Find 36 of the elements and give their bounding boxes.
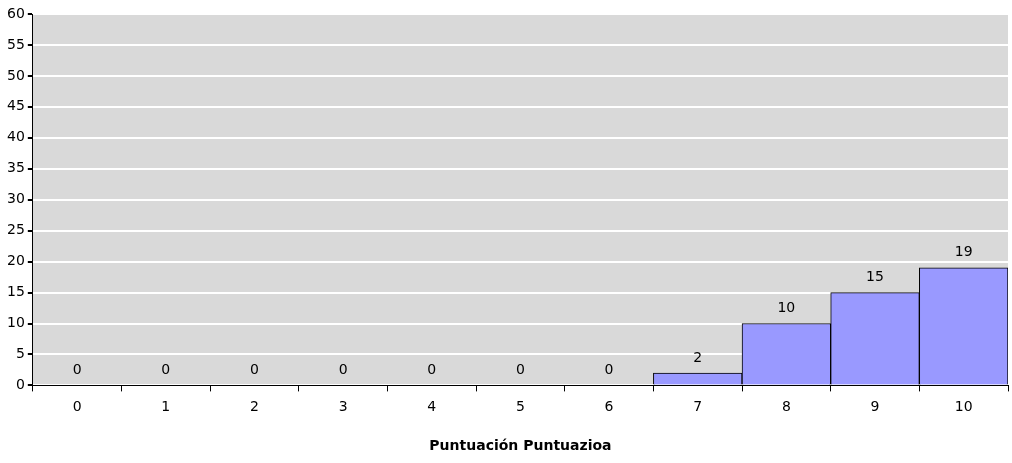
x-tick-label: 0 [72, 398, 82, 415]
y-tick-label: 30 [6, 190, 25, 207]
data-label: 2 [693, 348, 703, 365]
y-tick-label: 0 [15, 376, 25, 393]
x-tick-label: 7 [693, 398, 703, 415]
x-axis-title: Puntuación Puntuazioa [429, 437, 612, 454]
data-label: 0 [515, 361, 525, 378]
x-tick-label: 1 [161, 398, 171, 415]
data-label: 0 [72, 361, 82, 378]
y-tick-label: 20 [6, 252, 25, 269]
x-tick-label: 5 [515, 398, 525, 415]
y-tick-label: 25 [6, 221, 25, 238]
data-label: 10 [777, 299, 796, 316]
x-tick-label: 3 [338, 398, 348, 415]
y-tick-label: 45 [6, 97, 25, 114]
y-tick-label: 5 [15, 345, 25, 362]
data-label: 15 [866, 268, 884, 285]
data-label: 0 [427, 361, 437, 378]
x-tick-label: 6 [604, 398, 614, 415]
y-tick-label: 10 [6, 314, 25, 331]
x-tick-label: 10 [954, 398, 973, 415]
data-label: 0 [604, 361, 614, 378]
y-tick-label: 35 [6, 159, 25, 176]
y-tick-label: 55 [6, 35, 25, 52]
data-label: 0 [161, 361, 171, 378]
data-label: 0 [249, 361, 259, 378]
data-label: 19 [954, 243, 973, 260]
x-tick-label: 4 [427, 398, 437, 415]
y-tick-label: 50 [6, 66, 25, 83]
x-tick-label: 9 [870, 398, 880, 415]
x-tick-label: 8 [781, 398, 791, 415]
y-tick-label: 40 [6, 128, 25, 145]
y-tick-label: 15 [6, 283, 25, 300]
data-label: 0 [338, 361, 348, 378]
x-tick-label: 2 [249, 398, 259, 415]
y-tick-label: 60 [6, 4, 25, 21]
